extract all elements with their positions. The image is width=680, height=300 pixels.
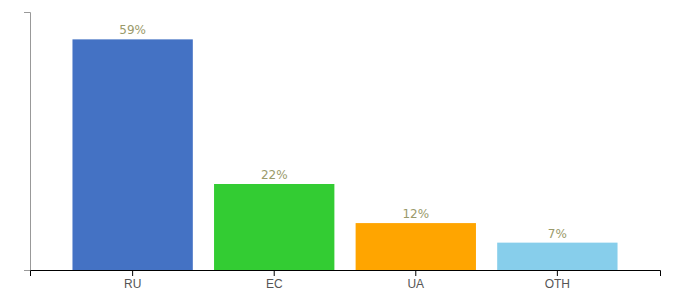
x-tick-mark bbox=[132, 270, 133, 276]
x-tick-mark bbox=[274, 270, 275, 276]
data-label: 12% bbox=[402, 207, 429, 221]
x-axis: RU EC UA OTH bbox=[31, 270, 661, 291]
x-tick: UA bbox=[407, 270, 424, 291]
bar bbox=[214, 184, 334, 270]
x-tick-label: UA bbox=[407, 277, 424, 291]
x-tick: OTH bbox=[545, 270, 570, 291]
plot: RU EC UA OTH 59% 22% 12% 7% bbox=[24, 13, 661, 291]
bar bbox=[72, 39, 192, 270]
chart: RU EC UA OTH 59% 22% 12% 7% bbox=[0, 0, 680, 300]
y-axis-line bbox=[24, 13, 31, 271]
x-axis-line bbox=[31, 271, 661, 277]
bar bbox=[497, 243, 617, 270]
x-tick: EC bbox=[266, 270, 283, 291]
bar bbox=[356, 223, 476, 270]
data-label: 22% bbox=[261, 168, 288, 182]
y-axis bbox=[24, 13, 31, 271]
data-label: 59% bbox=[119, 23, 146, 37]
x-tick: RU bbox=[124, 270, 141, 291]
data-label: 7% bbox=[548, 227, 567, 241]
x-tick-label: OTH bbox=[545, 277, 570, 291]
x-tick-label: EC bbox=[266, 277, 283, 291]
x-tick-label: RU bbox=[124, 277, 141, 291]
x-tick-mark bbox=[415, 270, 416, 276]
data-labels: 59% 22% 12% 7% bbox=[119, 23, 567, 240]
bars bbox=[72, 39, 617, 270]
x-tick-mark bbox=[557, 270, 558, 276]
